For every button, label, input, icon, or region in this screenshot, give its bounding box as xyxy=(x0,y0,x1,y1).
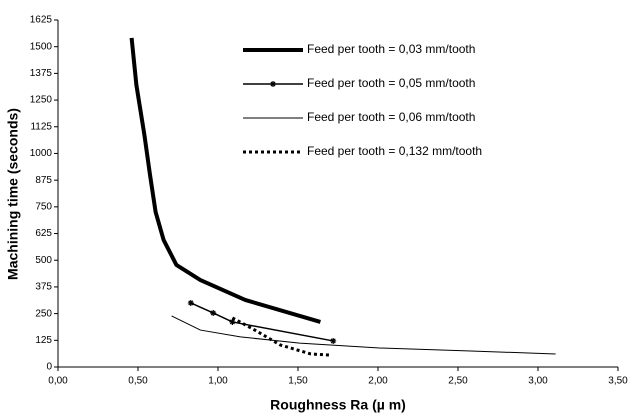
legend-label: Feed per tooth = 0,132 mm/tooth xyxy=(307,144,482,158)
y-tick-label: 1125 xyxy=(30,121,52,132)
y-tick-label: 0 xyxy=(46,362,52,373)
y-tick-label: 250 xyxy=(35,308,52,319)
x-axis-title: Roughness Ra (µ m) xyxy=(270,397,406,413)
y-tick-label: 1375 xyxy=(30,68,53,79)
marker xyxy=(270,81,276,87)
series-line xyxy=(190,302,334,342)
y-tick-label: 1625 xyxy=(30,15,53,26)
legend-label: Feed per tooth = 0,06 mm/tooth xyxy=(307,110,475,124)
marker xyxy=(330,337,337,344)
y-tick-label: 1250 xyxy=(30,95,53,106)
x-tick-label: 1,50 xyxy=(288,376,308,387)
y-tick-label: 375 xyxy=(35,282,52,293)
y-tick-label: 1500 xyxy=(30,41,53,52)
legend-label: Feed per tooth = 0,05 mm/tooth xyxy=(307,76,475,90)
x-tick-label: 0,50 xyxy=(128,376,148,387)
x-tick-label: 3,50 xyxy=(608,376,628,387)
x-tick-label: 2,50 xyxy=(448,376,468,387)
marker xyxy=(210,309,217,316)
series-line xyxy=(129,37,321,324)
y-axis-title: Machining time (seconds) xyxy=(5,108,21,280)
y-tick-label: 125 xyxy=(35,335,52,346)
y-tick-label: 500 xyxy=(35,255,52,266)
series-line xyxy=(231,316,331,357)
y-tick-label: 1000 xyxy=(30,148,53,159)
x-tick-label: 0,00 xyxy=(48,376,68,387)
marker xyxy=(187,299,194,306)
series-line xyxy=(171,315,556,355)
x-tick-label: 3,00 xyxy=(528,376,548,387)
x-tick-label: 1,00 xyxy=(208,376,228,387)
legend-label: Feed per tooth = 0,03 mm/tooth xyxy=(307,42,475,56)
y-tick-label: 875 xyxy=(35,175,52,186)
y-tick-label: 625 xyxy=(35,228,52,239)
marker xyxy=(229,318,236,325)
y-tick-label: 750 xyxy=(35,201,52,212)
x-tick-label: 2,00 xyxy=(368,376,388,387)
